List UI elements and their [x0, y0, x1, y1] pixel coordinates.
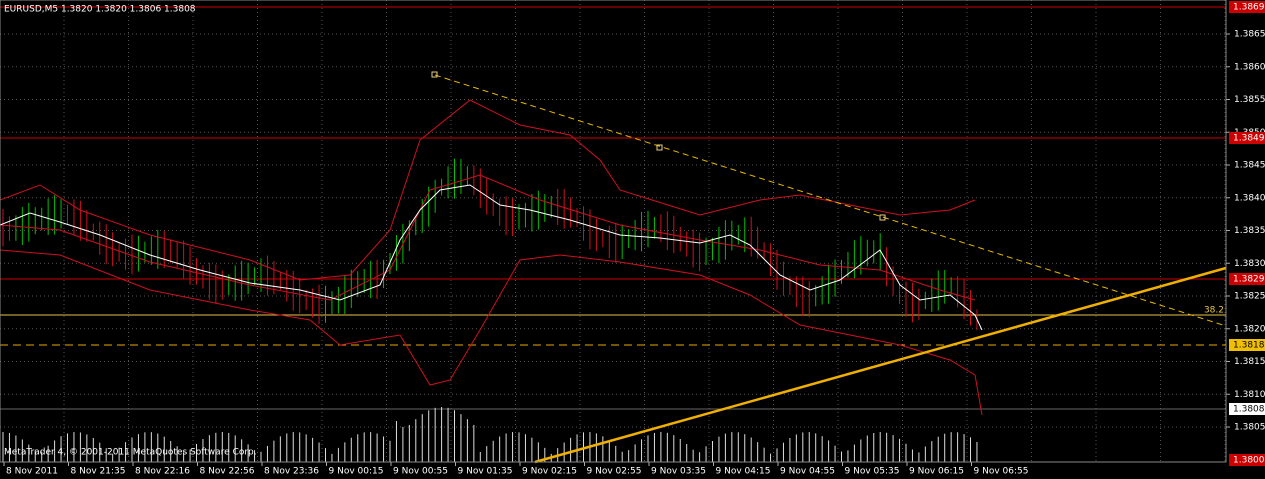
time-label: 8 Nov 23:36 — [264, 467, 319, 477]
price-marker — [1229, 132, 1265, 144]
time-label: 8 Nov 22:16 — [135, 467, 190, 477]
price-label: 1.3825 — [1234, 292, 1265, 302]
time-label: 8 Nov 2011 — [6, 467, 58, 477]
band-upper — [0, 99, 976, 281]
price-label: 1.3830 — [1234, 259, 1265, 269]
price-label: 1.3855 — [1234, 95, 1265, 105]
band-lower — [0, 249, 983, 416]
time-label: 8 Nov 22:56 — [200, 467, 255, 477]
price-marker-label: 1.3818 — [1233, 341, 1265, 351]
price-marker-label: 1.3808 — [1233, 405, 1265, 415]
band-middle — [0, 174, 976, 301]
price-label: 1.3865 — [1234, 30, 1265, 40]
time-label: 9 Nov 06:55 — [974, 467, 1029, 477]
time-axis: 8 Nov 2011 8 Nov 21:35 8 Nov 22:16 8 Nov 22… — [3, 462, 1029, 477]
price-marker — [1229, 1, 1265, 13]
anchor — [879, 214, 886, 221]
time-label: 9 Nov 06:15 — [909, 467, 964, 477]
price-label: 1.3845 — [1234, 161, 1265, 171]
time-label: 9 Nov 00:15 — [329, 467, 384, 477]
time-label: 9 Nov 01:35 — [458, 467, 513, 477]
price-label: 1.3835 — [1234, 226, 1265, 236]
price-label: 1.3815 — [1234, 357, 1265, 367]
price-axis: 1.38651.38601.38551.38501.38451.38401.38… — [1226, 1, 1265, 466]
time-label: 9 Nov 04:55 — [780, 467, 835, 477]
chart-header: EURUSD,M5 1.3820 1.3820 1.3806 1.3808 — [4, 5, 196, 15]
volumes — [2, 407, 978, 462]
grid — [0, 0, 1226, 462]
price-marker — [1229, 403, 1265, 415]
time-label: 9 Nov 02:55 — [587, 467, 642, 477]
time-label: 9 Nov 02:15 — [522, 467, 577, 477]
time-label: 9 Nov 04:15 — [716, 467, 771, 477]
anchor — [656, 144, 663, 151]
price-marker-label: 1.3869 — [1233, 3, 1265, 13]
watermark: MetaTrader 4, © 2001-2011 MetaQuotes Sof… — [4, 448, 257, 458]
anchor — [431, 71, 438, 78]
price-label: 1.3860 — [1234, 62, 1265, 72]
time-label: 9 Nov 03:35 — [651, 467, 706, 477]
trend-line — [434, 74, 1227, 327]
trend-line — [534, 266, 1227, 464]
fibo-label: 38.2 — [1204, 306, 1224, 316]
moving-average — [0, 184, 983, 331]
time-label: 9 Nov 00:55 — [393, 467, 448, 477]
price-marker-label: 1.3829 — [1233, 275, 1265, 285]
price-marker — [1229, 454, 1265, 466]
price-marker — [1229, 273, 1265, 285]
price-marker-label: 1.3800 — [1233, 456, 1265, 466]
price-marker-label: 1.3849 — [1233, 134, 1265, 144]
price-label: 1.3840 — [1234, 193, 1265, 203]
price-marker — [1229, 339, 1265, 351]
price-label: 1.3810 — [1234, 390, 1265, 400]
time-label: 8 Nov 21:35 — [71, 467, 126, 477]
time-label: 9 Nov 05:35 — [845, 467, 900, 477]
price-label: 1.3820 — [1234, 324, 1265, 334]
price-label: 1.3805 — [1234, 423, 1265, 433]
